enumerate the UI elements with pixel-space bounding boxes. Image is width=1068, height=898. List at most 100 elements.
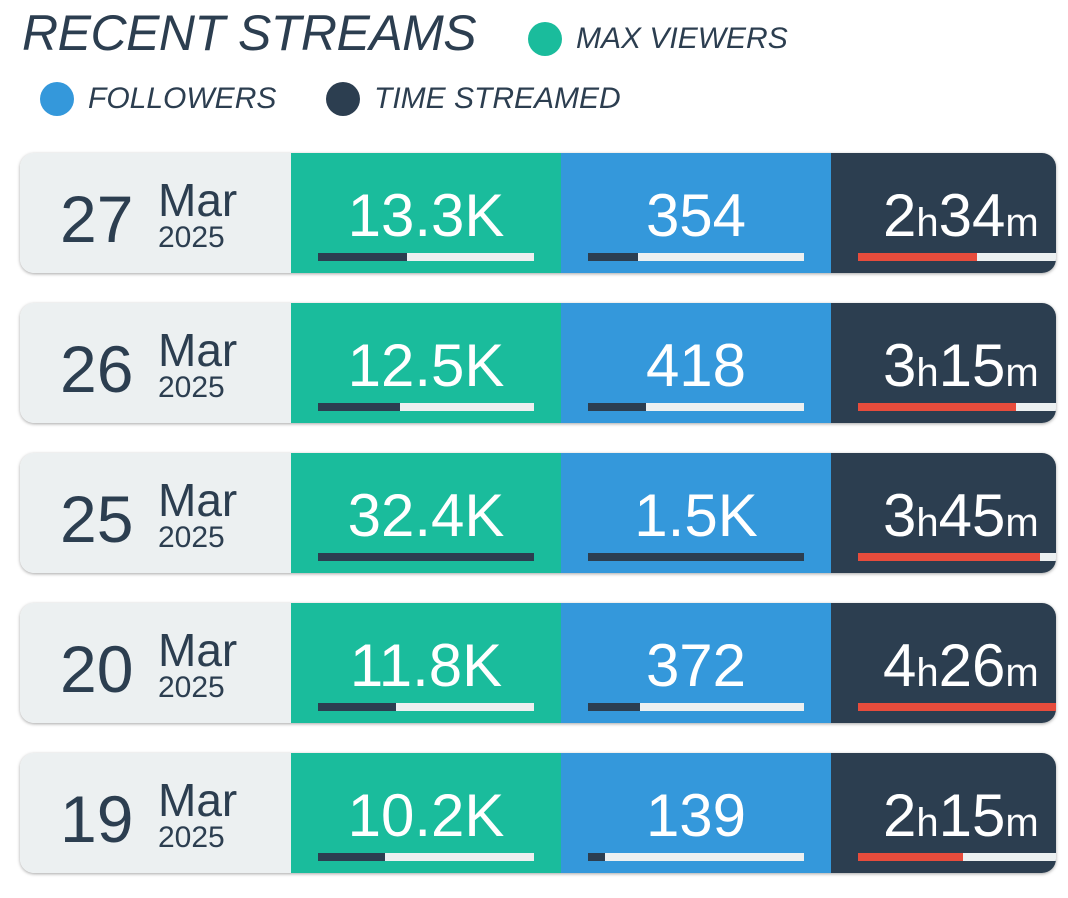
stream-row[interactable]: 19 Mar 2025 10.2K 139 2h15m bbox=[20, 753, 1056, 873]
minutes-unit: m bbox=[1005, 351, 1039, 395]
stream-row[interactable]: 25 Mar 2025 32.4K 1.5K 3h45m bbox=[20, 453, 1056, 573]
time-streamed-bar bbox=[858, 553, 1056, 561]
bar-fill bbox=[318, 403, 401, 411]
minutes-unit: m bbox=[1005, 501, 1039, 545]
hours: 4 bbox=[883, 632, 917, 699]
hours-unit: h bbox=[916, 651, 939, 695]
time-streamed-cell: 2h34m bbox=[831, 153, 1056, 273]
bar-fill bbox=[588, 703, 640, 711]
month: Mar bbox=[158, 774, 238, 826]
day: 26 bbox=[60, 332, 134, 406]
day: 27 bbox=[60, 182, 134, 256]
minutes: 34 bbox=[938, 182, 1006, 249]
legend-followers: FOLLOWERS bbox=[40, 82, 276, 116]
hours-unit: h bbox=[916, 351, 939, 395]
time-streamed-bar bbox=[858, 403, 1056, 411]
stream-row[interactable]: 27 Mar 2025 13.3K 354 2h34m bbox=[20, 153, 1056, 273]
time-streamed-bar bbox=[858, 253, 1056, 261]
max-viewers-cell: 32.4K bbox=[291, 453, 561, 573]
followers-value: 139 bbox=[645, 782, 747, 849]
stream-date: 27 Mar 2025 bbox=[20, 153, 291, 273]
minutes: 15 bbox=[938, 332, 1006, 399]
year: 2025 bbox=[158, 521, 225, 554]
bar-fill bbox=[588, 253, 638, 261]
day: 19 bbox=[60, 782, 134, 856]
day: 25 bbox=[60, 482, 134, 556]
followers-value: 372 bbox=[645, 632, 747, 699]
time-streamed-cell: 3h15m bbox=[831, 303, 1056, 423]
legend-max-viewers: MAX VIEWERS bbox=[528, 22, 788, 56]
followers-cell: 354 bbox=[561, 153, 831, 273]
bar-fill bbox=[858, 853, 963, 861]
dot-icon bbox=[326, 82, 360, 116]
followers-value: 354 bbox=[645, 182, 747, 249]
hours-unit: h bbox=[916, 801, 939, 845]
time-streamed-value: 3h45m bbox=[883, 481, 1039, 550]
bar-fill bbox=[588, 853, 606, 861]
month: Mar bbox=[158, 324, 238, 376]
year: 2025 bbox=[158, 221, 225, 254]
time-streamed-value: 3h15m bbox=[883, 331, 1039, 400]
stream-row[interactable]: 20 Mar 2025 11.8K 372 4h26m bbox=[20, 603, 1056, 723]
dot-icon bbox=[528, 22, 562, 56]
hours: 3 bbox=[883, 332, 917, 399]
bar-fill bbox=[318, 853, 385, 861]
time-streamed-value: 2h15m bbox=[883, 781, 1039, 850]
bar-fill bbox=[858, 703, 1056, 711]
stream-date: 20 Mar 2025 bbox=[20, 603, 291, 723]
year: 2025 bbox=[158, 371, 225, 404]
time-streamed-cell: 4h26m bbox=[831, 603, 1056, 723]
max-viewers-cell: 13.3K bbox=[291, 153, 561, 273]
minutes: 26 bbox=[938, 632, 1006, 699]
bar-fill bbox=[588, 403, 647, 411]
max-viewers-bar bbox=[318, 253, 534, 261]
time-streamed-cell: 2h15m bbox=[831, 753, 1056, 873]
page-title: RECENT STREAMS bbox=[22, 5, 477, 61]
stream-date: 19 Mar 2025 bbox=[20, 753, 291, 873]
minutes-unit: m bbox=[1005, 651, 1039, 695]
legend-time-streamed: TIME STREAMED bbox=[326, 82, 621, 116]
stream-row[interactable]: 26 Mar 2025 12.5K 418 3h15m bbox=[20, 303, 1056, 423]
bar-fill bbox=[318, 253, 407, 261]
followers-cell: 418 bbox=[561, 303, 831, 423]
time-streamed-bar bbox=[858, 703, 1056, 711]
dot-icon bbox=[40, 82, 74, 116]
time-streamed-value: 4h26m bbox=[883, 631, 1039, 700]
followers-value: 1.5K bbox=[634, 482, 758, 549]
followers-bar bbox=[588, 403, 804, 411]
time-streamed-bar bbox=[858, 853, 1056, 861]
hours-unit: h bbox=[916, 501, 939, 545]
legend-label: TIME STREAMED bbox=[374, 82, 621, 115]
max-viewers-value: 11.8K bbox=[349, 632, 503, 699]
stream-date: 25 Mar 2025 bbox=[20, 453, 291, 573]
bar-fill bbox=[858, 553, 1041, 561]
hours: 2 bbox=[883, 782, 917, 849]
month: Mar bbox=[158, 474, 238, 526]
stream-date: 26 Mar 2025 bbox=[20, 303, 291, 423]
minutes: 15 bbox=[938, 782, 1006, 849]
bar-fill bbox=[588, 553, 804, 561]
time-streamed-cell: 3h45m bbox=[831, 453, 1056, 573]
minutes: 45 bbox=[938, 482, 1006, 549]
bar-fill bbox=[858, 253, 977, 261]
max-viewers-bar bbox=[318, 553, 534, 561]
minutes-unit: m bbox=[1005, 801, 1039, 845]
legend-label: MAX VIEWERS bbox=[576, 22, 788, 55]
day: 20 bbox=[60, 632, 134, 706]
followers-bar bbox=[588, 703, 804, 711]
max-viewers-bar bbox=[318, 403, 534, 411]
hours: 3 bbox=[883, 482, 917, 549]
legend-label: FOLLOWERS bbox=[88, 82, 277, 115]
max-viewers-value: 13.3K bbox=[347, 182, 505, 249]
max-viewers-bar bbox=[318, 853, 534, 861]
minutes-unit: m bbox=[1005, 201, 1039, 245]
followers-bar bbox=[588, 253, 804, 261]
bar-fill bbox=[318, 703, 396, 711]
max-viewers-cell: 12.5K bbox=[291, 303, 561, 423]
max-viewers-value: 32.4K bbox=[347, 482, 505, 549]
time-streamed-value: 2h34m bbox=[883, 181, 1039, 250]
followers-value: 418 bbox=[645, 332, 747, 399]
bar-fill bbox=[318, 553, 534, 561]
max-viewers-value: 10.2K bbox=[347, 782, 505, 849]
year: 2025 bbox=[158, 821, 225, 854]
